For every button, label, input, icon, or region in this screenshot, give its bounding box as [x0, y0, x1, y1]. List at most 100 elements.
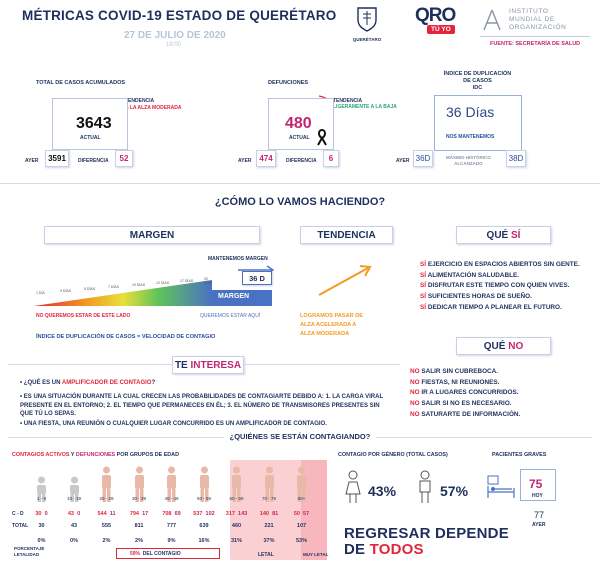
qro-logo-top: QRO	[415, 5, 456, 26]
row-pct-label: PORCENTAJE LETALIDAD	[14, 546, 45, 557]
person-icon	[232, 466, 241, 502]
age-group-3	[126, 462, 153, 517]
age-group-1	[61, 462, 88, 517]
deaths-trend-value: LIGERAMENTE A LA BAJA	[333, 104, 397, 110]
age-cd-value: 317 143	[225, 511, 248, 517]
list-item: SÍ EJERCICIO EN ESPACIOS ABIERTOS SIN GE…	[420, 261, 580, 268]
total-trend-label: TENDENCIA	[125, 98, 155, 104]
te-interesa-paragraph: • ES UNA SITUACIÓN DURANTE LA CUAL CRECE…	[20, 394, 384, 417]
list-item: SÍ DISFRUTAR ESTE TIEMPO CON QUIEN VIVES…	[420, 282, 570, 290]
age-cd-value: 537 102	[193, 511, 215, 517]
total-actual-label: ACTUAL	[80, 135, 101, 141]
total-trend-value: A LA ALZA MODERADA	[125, 105, 182, 111]
deaths-diff-label: DIFERENCIA	[286, 158, 317, 164]
age-label: 1 - 9	[36, 496, 46, 501]
age-total-value: 221	[264, 523, 274, 529]
age-total-value: 30	[38, 523, 45, 529]
person-icon	[102, 466, 111, 502]
graves-hoy-label: HOY	[532, 493, 543, 499]
te-interesa-title: TE INTERESA	[172, 356, 244, 374]
age-pct-value: 0%	[37, 538, 46, 544]
idc-max-value: 38D	[506, 150, 526, 167]
age-cd-value: 43 0	[67, 511, 81, 517]
total-ayer-label: AYER	[25, 158, 39, 164]
report-date: 27 DE JULIO DE 2020	[124, 30, 226, 41]
tendencia-arrow-icon	[316, 262, 376, 303]
age-pct-value: 2%	[135, 538, 143, 544]
male-pct: 57%	[440, 483, 469, 499]
qro-logo: QRO TÚ YO	[415, 6, 465, 38]
age-group-5	[191, 462, 218, 517]
total-diff-value: 52	[115, 150, 133, 167]
margen-formula: ÍNDICE DE DUPLICACIÓN DE CASOS = VELOCID…	[36, 334, 216, 340]
female-icon	[344, 470, 362, 509]
person-icon	[297, 466, 306, 502]
section-who-title: ¿QUIÉNES SE ESTÁN CONTAGIANDO?	[0, 432, 600, 441]
age-pct-value: 53%	[295, 538, 307, 544]
que-no-title: QUÉ NO	[456, 337, 551, 355]
age-pct-value: 9%	[167, 538, 176, 544]
margen-good-label: QUEREMOS ESTAR AQUÍ	[200, 313, 261, 319]
report-time: 19:00	[166, 42, 182, 48]
age-label: 60 - 69	[229, 496, 244, 501]
female-pct: 43%	[368, 483, 397, 499]
age-total-value: 811	[134, 523, 144, 529]
deaths-value: 480	[285, 115, 312, 132]
graves-ayer-value: 77	[534, 510, 545, 520]
total-diff-label: DIFERENCIA	[78, 158, 109, 164]
te-interesa-question: • ¿QUÉ ES UN AMPLIFICADOR DE CONTAGIO?	[20, 380, 156, 386]
idc-value: 36 Días	[446, 104, 495, 120]
deaths-ayer-value: 474	[256, 150, 276, 167]
margen-bad-label: NO QUEREMOS ESTAR DE ESTE LADO	[36, 313, 131, 319]
age-total-value: 777	[166, 523, 177, 529]
idc-card	[434, 95, 522, 151]
age-group-0	[28, 462, 55, 517]
list-item: NO SATURARTE DE INFORMACIÓN.	[410, 410, 521, 418]
age-label: 10 - 19	[66, 496, 81, 501]
age-cd-value: 544 11	[97, 511, 116, 517]
age-pct-value: 16%	[198, 538, 210, 544]
age-cd-value: 794 17	[129, 511, 149, 517]
person-icon	[264, 466, 274, 502]
tendencia-text: LOGRAMOS PASAR DE ALZA ACELERADA A ALZA …	[300, 313, 363, 337]
gender-title: CONTAGIO POR GÉNERO (TOTAL CASOS)	[338, 452, 448, 458]
page-title: MÉTRICAS COVID-19 ESTADO DE QUERÉTARO	[22, 8, 337, 23]
list-item: SÍ DEDICAR TIEMPO A PLANEAR EL FUTURO.	[420, 303, 562, 311]
person-icon	[134, 466, 144, 502]
person-icon	[37, 476, 46, 502]
age-total-value: 107	[296, 523, 307, 529]
age-label: 80+	[297, 496, 306, 501]
deaths-label: DEFUNCIONES	[268, 80, 309, 86]
age-group-4	[158, 462, 185, 517]
age-total-value: 639	[199, 523, 209, 529]
deaths-trend-label: TENDENCIA	[333, 98, 363, 104]
contagio-box	[116, 548, 220, 559]
source-label: FUENTE: SECRETARÍA DE SALUD	[490, 41, 581, 47]
age-cd-value: 140 81	[259, 511, 279, 517]
total-cases-label: TOTAL DE CASOS ACUMULADOS	[36, 80, 126, 86]
mourning-ribbon-icon	[316, 128, 328, 151]
institute-name: INSTITUTO MUNDIAL DE ORGANIZACIÓN	[509, 8, 567, 31]
que-si-title: QUÉ SÍ	[456, 226, 551, 244]
hospital-bed-icon	[486, 474, 516, 505]
person-icon	[199, 466, 209, 502]
age-cd-value: 30 0	[35, 511, 48, 517]
queretaro-logo: QUERÉTARO	[352, 6, 382, 42]
age-group-2	[93, 462, 120, 517]
list-item: NO SALIR SI NO ES NECESARIO.	[410, 400, 512, 408]
que-no-list: NO SALIR SIN CUBREBOCA. NO FIESTAS, NI R…	[410, 367, 520, 421]
idc-max-label: MÁXIMO HISTÓRICO ALCANZADO	[446, 155, 491, 166]
slogan: REGRESAR DEPENDE DE TODOS	[344, 525, 509, 558]
deaths-diff-value: 6	[323, 150, 339, 167]
age-group-6	[223, 462, 250, 517]
age-pct-value: 31%	[230, 538, 242, 544]
total-ayer-value: 3591	[45, 150, 69, 167]
age-cd-value: 708 69	[162, 511, 181, 517]
que-si-list: SÍ EJERCICIO EN ESPACIOS ABIERTOS SIN GE…	[420, 260, 580, 314]
age-groups-title: CONTAGIOS ACTIVOS Y DEFUNCIONES POR GRUP…	[12, 452, 179, 458]
contagio-pct: 59% DEL CONTAGIO	[130, 551, 181, 557]
te-interesa-paragraph-2: • UNA FIESTA, UNA REUNIÓN O CUALQUIER LU…	[20, 421, 327, 427]
age-label: 70 - 79	[261, 496, 276, 501]
tendencia-title: TENDENCIA	[300, 226, 393, 244]
list-item: NO SALIR SIN CUBREBOCA.	[410, 368, 499, 375]
